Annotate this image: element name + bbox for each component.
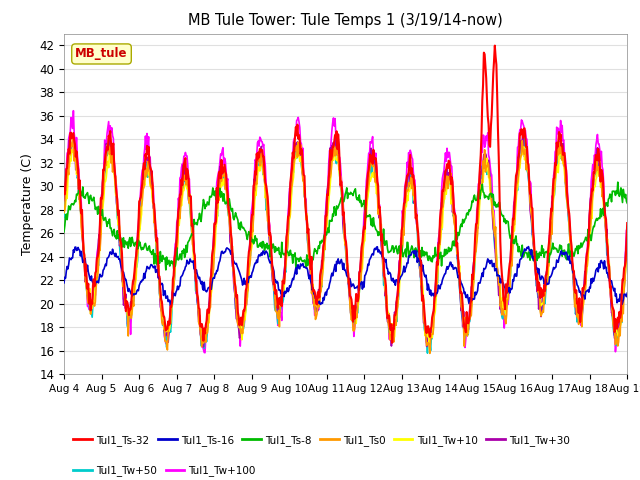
Y-axis label: Temperature (C): Temperature (C) — [20, 153, 34, 255]
Text: MB_tule: MB_tule — [76, 48, 128, 60]
Legend: Tul1_Tw+50, Tul1_Tw+100: Tul1_Tw+50, Tul1_Tw+100 — [69, 461, 260, 480]
Title: MB Tule Tower: Tule Temps 1 (3/19/14-now): MB Tule Tower: Tule Temps 1 (3/19/14-now… — [188, 13, 503, 28]
